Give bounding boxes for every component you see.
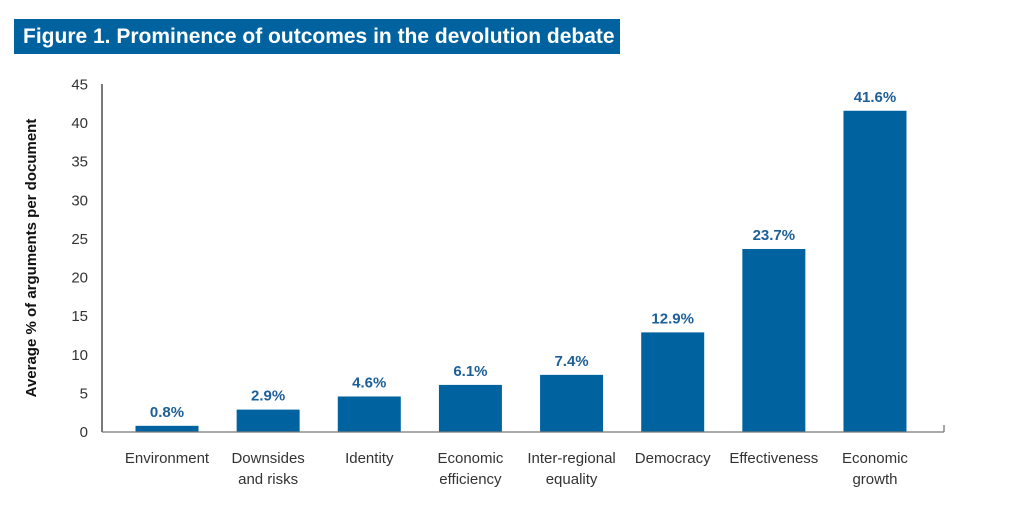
y-tick-label: 5 — [80, 385, 88, 402]
bar — [337, 396, 401, 432]
x-tick-label: equality — [546, 471, 598, 488]
bar — [641, 332, 705, 432]
data-label: 0.8% — [150, 404, 184, 421]
x-tick-label: growth — [852, 471, 897, 488]
bar — [540, 374, 604, 432]
bar — [438, 384, 502, 432]
y-tick-label: 45 — [71, 77, 88, 94]
data-label: 23.7% — [753, 227, 796, 244]
x-tick-label: Economic — [842, 450, 908, 467]
x-tick-label: efficiency — [439, 471, 502, 488]
x-tick-label: Economic — [437, 450, 503, 467]
y-tick-label: 10 — [71, 347, 88, 364]
x-tick-label: Environment — [125, 450, 210, 467]
y-tick-label: 15 — [71, 308, 88, 325]
data-label: 12.9% — [651, 310, 694, 327]
x-tick-label: Inter-regional — [527, 450, 615, 467]
bar — [742, 248, 806, 432]
y-tick-label: 20 — [71, 270, 88, 287]
bar — [135, 425, 199, 432]
y-tick-label: 40 — [71, 115, 88, 132]
data-label: 41.6% — [854, 89, 897, 106]
x-tick-label: Democracy — [635, 450, 711, 467]
y-tick-label: 25 — [71, 231, 88, 248]
y-tick-label: 35 — [71, 154, 88, 171]
x-tick-label: and risks — [238, 471, 298, 488]
data-label: 4.6% — [352, 374, 386, 391]
y-tick-label: 30 — [71, 192, 88, 209]
bar — [843, 110, 907, 432]
y-axis-label: Average % of arguments per document — [23, 119, 40, 398]
x-tick-label: Downsides — [231, 450, 304, 467]
data-label: 7.4% — [554, 353, 588, 370]
data-label: 6.1% — [453, 363, 487, 380]
x-tick-label: Effectiveness — [729, 450, 818, 467]
data-label: 2.9% — [251, 388, 285, 405]
chart-title: Figure 1. Prominence of outcomes in the … — [14, 19, 620, 54]
bar — [236, 409, 300, 432]
x-tick-label: Identity — [345, 450, 394, 467]
y-tick-label: 0 — [80, 424, 88, 441]
